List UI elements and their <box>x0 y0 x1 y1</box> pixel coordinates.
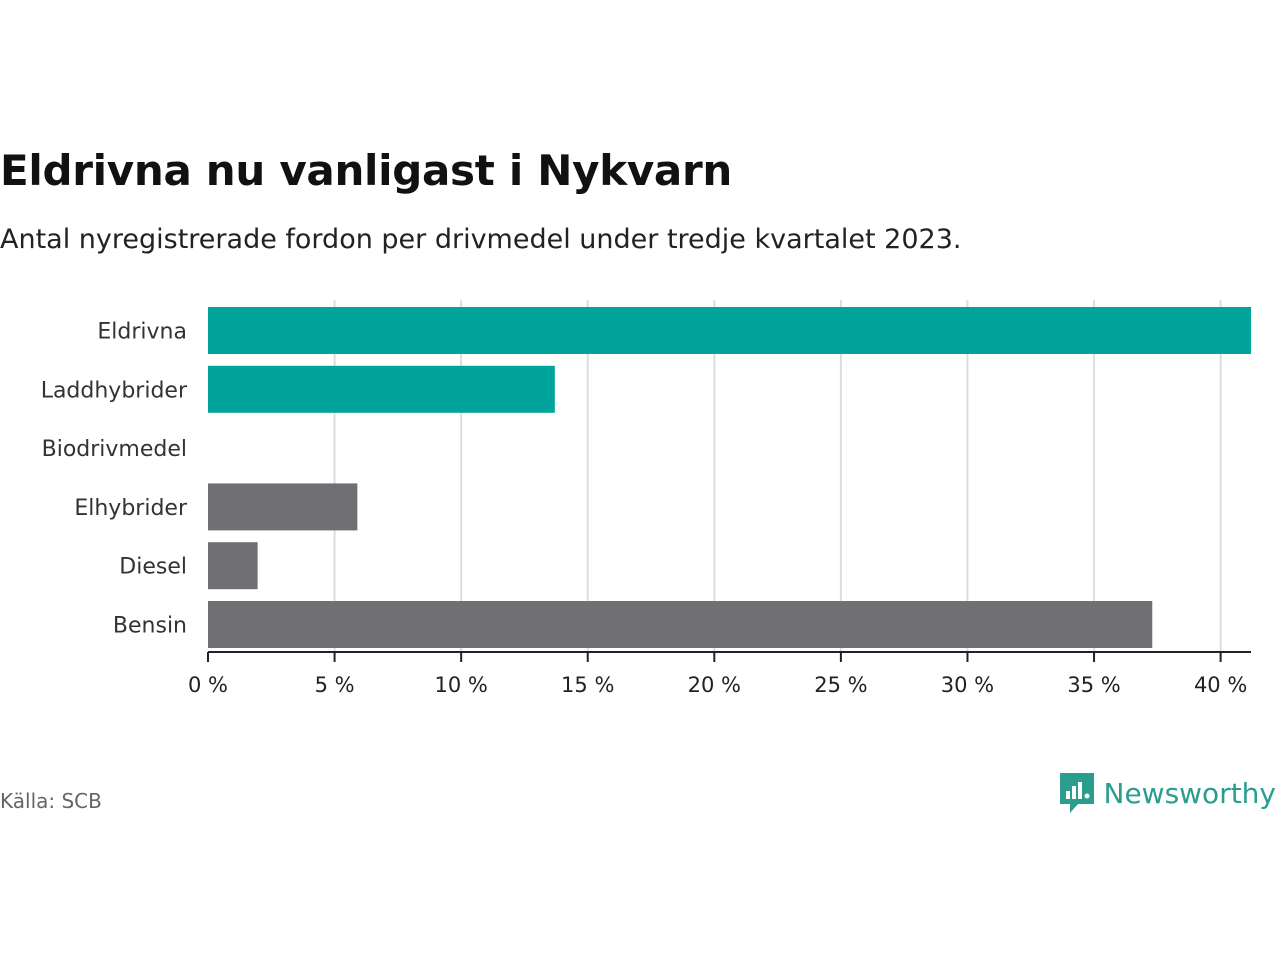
x-tick-label: 0 % <box>188 673 228 697</box>
x-tick-label: 35 % <box>1067 673 1120 697</box>
x-tick-label: 10 % <box>434 673 487 697</box>
grid-lines <box>333 300 1222 652</box>
chart-subtitle: Antal nyregistrerade fordon per drivmede… <box>0 224 962 255</box>
category-label: Eldrivna <box>97 320 187 345</box>
category-label: Bensin <box>113 614 187 639</box>
source-note: Källa: SCB <box>0 789 102 813</box>
category-label: Biodrivmedel <box>42 437 187 462</box>
x-axis: 0 % 5 % 10 % 15 % 20 % 25 % 30 % 35 % 40 % <box>188 651 1251 697</box>
category-label: Laddhybrider <box>41 378 188 403</box>
bar <box>208 542 258 590</box>
bar <box>208 483 358 531</box>
x-tick-label: 30 % <box>941 673 994 697</box>
bar <box>208 601 1153 648</box>
x-tick-label: 20 % <box>688 673 741 697</box>
x-tick-label: 25 % <box>814 673 867 697</box>
category-labels: Eldrivna Laddhybrider Biodrivmedel Elhybrid… <box>41 320 188 639</box>
bar <box>208 365 555 413</box>
x-tick-label: 5 % <box>315 673 355 697</box>
x-tick-label: 40 % <box>1194 673 1247 697</box>
chart-title: Eldrivna nu vanligast i Nykvarn <box>0 146 732 195</box>
brand-name: Newsworthy <box>1103 776 1277 810</box>
newsworthy-logo-icon <box>1059 773 1094 813</box>
x-tick-label: 15 % <box>561 673 614 697</box>
bars <box>208 307 1251 648</box>
brand-logo: Newsworthy <box>1059 773 1277 813</box>
category-label: Diesel <box>119 555 187 580</box>
bar <box>208 307 1251 354</box>
category-label: Elhybrider <box>74 496 188 521</box>
